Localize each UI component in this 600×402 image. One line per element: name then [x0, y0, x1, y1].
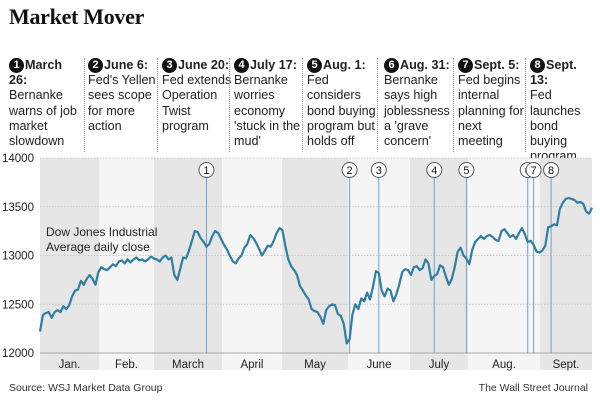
event-marker-label: 2 — [347, 165, 353, 177]
event-2: 2 June 6: Fed's Yellen sees scope for more… — [88, 58, 160, 134]
event-number-badge: 8 — [530, 58, 545, 73]
event-divider — [377, 58, 378, 152]
month-labels: Jan. Feb. March April May June July Aug. Sept. — [59, 359, 580, 371]
event-text: Fed considers bond buying program but ho… — [307, 73, 376, 149]
month-label: Feb. — [115, 359, 138, 371]
event-marker-circle — [525, 162, 542, 178]
month-band — [540, 158, 592, 370]
event-markers: 12345678 — [198, 162, 560, 353]
y-tick-labels: 14000 13500 13000 12500 12000 — [2, 153, 34, 360]
event-number-badge: 3 — [162, 58, 177, 73]
event-number-badge: 7 — [458, 58, 473, 73]
event-marker-circle — [458, 162, 475, 178]
y-tick-label: 14000 — [2, 153, 34, 165]
event-marker-circle — [341, 162, 358, 178]
event-divider — [157, 58, 158, 152]
y-tick-label: 13500 — [2, 202, 34, 214]
event-marker-circle — [370, 162, 387, 178]
series-label: Dow Jones Industrial Average daily close — [46, 225, 157, 254]
month-label: April — [240, 359, 263, 371]
event-marker-label: 7 — [531, 165, 537, 177]
event-divider — [453, 58, 454, 152]
month-label: June — [367, 359, 392, 371]
month-label: May — [304, 359, 326, 371]
event-marker-circle — [198, 162, 215, 178]
event-date: Aug. 31: — [400, 58, 450, 72]
event-text: Bernanke worries economy 'stuck in the m… — [234, 73, 301, 149]
event-7: 7 Sept. 5: Fed begins internal planning fo… — [458, 58, 530, 149]
event-date: June 20: — [178, 58, 230, 72]
event-date: Sept. 5: — [474, 58, 520, 72]
dow-jones-series-line — [38, 196, 593, 345]
event-marker-label: 8 — [548, 165, 554, 177]
month-label: Jan. — [59, 359, 81, 371]
y-tick-label: 12500 — [2, 299, 34, 311]
event-marker-label: 3 — [376, 165, 382, 177]
month-band — [154, 158, 222, 370]
gridlines — [40, 157, 592, 354]
y-tick-label: 13000 — [2, 251, 34, 263]
event-divider — [302, 58, 303, 152]
event-date: June 6: — [104, 58, 149, 72]
event-date: Aug. 1: — [323, 58, 366, 72]
event-6: 6 Aug. 31: Bernanke says high joblessness … — [384, 58, 456, 149]
month-label: Sept. — [553, 359, 580, 371]
month-band — [468, 158, 540, 370]
event-marker-label: 4 — [431, 165, 437, 177]
month-band — [99, 158, 154, 370]
event-number-badge: 4 — [234, 58, 249, 73]
event-text: Fed launches bond buying program — [530, 88, 581, 164]
month-band — [222, 158, 282, 370]
event-text: Fed begins internal planning for next me… — [458, 73, 524, 149]
month-label: July — [429, 359, 450, 371]
event-4: 4 July 17: Bernanke worries economy 'stuck… — [234, 58, 306, 149]
event-date: March 26: — [9, 58, 63, 88]
event-divider — [84, 58, 85, 152]
event-text: Bernanke warns of job market slowdown — [9, 88, 77, 149]
event-marker-circle — [543, 162, 560, 178]
month-band — [410, 158, 468, 370]
chart-title: Market Mover — [9, 4, 145, 29]
publisher-credit: The Wall Street Journal — [478, 382, 588, 394]
event-date: Sept. 13: — [530, 58, 577, 88]
month-band — [282, 158, 348, 370]
source-note: Source: WSJ Market Data Group — [9, 382, 163, 394]
event-5: 5 Aug. 1: Fed considers bond buying progra… — [307, 58, 379, 149]
y-tick-label: 12000 — [2, 348, 34, 360]
event-divider — [229, 58, 230, 152]
event-8: 8 Sept. 13: Fed launches bond buying progr… — [530, 58, 598, 164]
month-band — [40, 158, 99, 370]
event-marker-label: 1 — [203, 165, 209, 177]
event-date: July 17: — [250, 58, 297, 72]
event-number-badge: 5 — [307, 58, 322, 73]
event-text: Fed extends Operation Twist program — [162, 73, 232, 133]
event-number-badge: 6 — [384, 58, 399, 73]
event-1: 1 March 26: Bernanke warns of job market s… — [9, 58, 81, 149]
event-marker-circle — [426, 162, 443, 178]
event-text: Bernanke says high joblessness a 'grave … — [384, 73, 450, 149]
event-marker-label: 5 — [463, 165, 469, 177]
event-text: Fed's Yellen sees scope for more action — [88, 73, 156, 133]
month-bands — [40, 158, 592, 370]
event-number-badge: 1 — [9, 58, 24, 73]
event-number-badge: 2 — [88, 58, 103, 73]
month-label: March — [172, 359, 204, 371]
event-3: 3 June 20: Fed extends Operation Twist pro… — [162, 58, 234, 134]
event-divider — [525, 58, 526, 152]
month-label: Aug. — [492, 359, 516, 371]
